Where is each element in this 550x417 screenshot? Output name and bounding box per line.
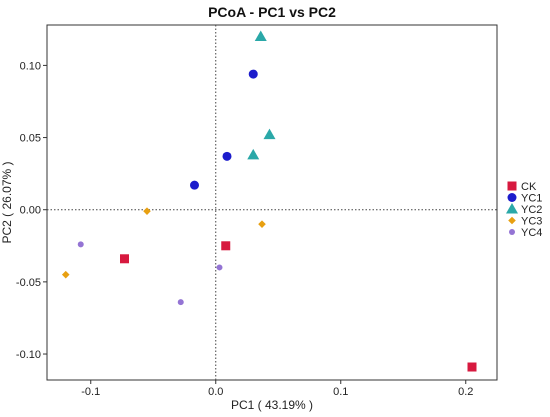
- y-tick-label: 0.10: [20, 60, 41, 72]
- legend-label-yc4: YC4: [521, 227, 542, 239]
- data-point-yc2: [263, 128, 276, 140]
- legend-label-ck: CK: [521, 181, 537, 193]
- x-tick-label: 0.0: [208, 386, 223, 398]
- data-point-yc1: [222, 151, 232, 161]
- data-point-yc4: [77, 241, 84, 248]
- x-tick-label: 0.1: [333, 386, 348, 398]
- data-point-yc4: [177, 299, 184, 306]
- legend-marker-yc4: [509, 229, 515, 235]
- data-point-yc3: [61, 270, 70, 279]
- legend-marker-yc2: [506, 203, 518, 214]
- data-point-yc2: [247, 148, 260, 160]
- y-tick-label: -0.10: [16, 349, 41, 361]
- plot-area: [46, 24, 498, 381]
- data-point-ck: [120, 254, 129, 264]
- data-point-yc3: [258, 220, 266, 228]
- legend-marker-yc1: [507, 193, 517, 202]
- legend-marker-yc3: [508, 216, 516, 225]
- y-tick-label: 0.00: [20, 205, 41, 217]
- data-points: [61, 30, 477, 372]
- legend-label-yc3: YC3: [521, 216, 542, 228]
- data-point-yc2: [254, 30, 267, 42]
- x-axis-title: PC1 ( 43.19% ): [231, 398, 313, 412]
- x-tick-label: -0.1: [81, 386, 100, 398]
- y-axis: -0.10 -0.05 0.00 0.05 0.10: [16, 60, 47, 361]
- chart-title: PCoA - PC1 vs PC2: [208, 4, 336, 20]
- plot-border: [46, 24, 498, 381]
- y-tick-label: 0.05: [20, 133, 41, 145]
- data-point-yc3: [143, 207, 151, 215]
- data-point-yc1: [248, 69, 258, 79]
- legend-marker-ck: [507, 181, 517, 191]
- x-axis: -0.1 0.0 0.1 0.2: [81, 380, 473, 398]
- legend-label-yc2: YC2: [521, 204, 542, 216]
- legend-label-yc1: YC1: [521, 193, 542, 205]
- x-tick-label: 0.2: [458, 386, 473, 398]
- y-tick-label: -0.05: [16, 277, 41, 289]
- data-point-yc4: [216, 264, 223, 271]
- y-axis-title: PC2 ( 26.07% ): [0, 161, 14, 243]
- data-point-ck: [221, 241, 231, 251]
- data-point-ck: [467, 362, 477, 372]
- data-point-yc1: [190, 180, 199, 190]
